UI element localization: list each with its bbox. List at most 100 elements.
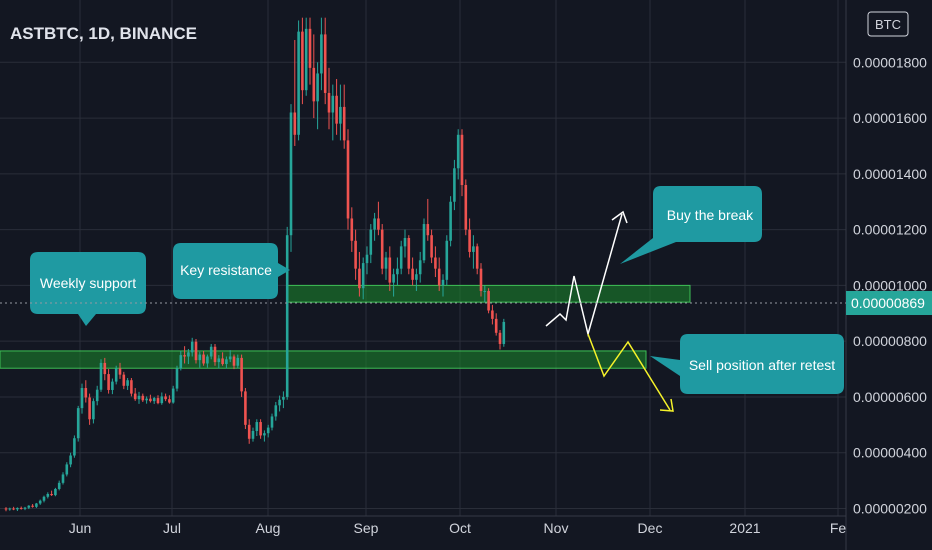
candle-body — [228, 356, 232, 360]
candle — [415, 268, 418, 291]
sell-retest-callout[interactable]: Sell position after retest — [650, 334, 844, 394]
candle — [365, 246, 369, 275]
candle — [361, 257, 365, 300]
candle — [403, 229, 407, 258]
candle-body — [434, 257, 437, 269]
y-tick-label: 0.00001200 — [853, 222, 927, 238]
candle — [259, 419, 262, 439]
candle — [251, 427, 255, 442]
candle-body — [247, 424, 251, 439]
candle-body — [114, 368, 118, 382]
candle — [373, 212, 376, 241]
currency-badge-label: BTC — [875, 17, 901, 32]
price-axis[interactable]: 0.00000200 0.00000400 0.00000600 0.00000800… — [853, 54, 927, 516]
candle — [472, 235, 475, 269]
candle — [114, 365, 118, 385]
candle-body — [418, 260, 422, 275]
candle — [46, 492, 50, 499]
bullish-arrowhead — [611, 210, 628, 224]
candle-body — [171, 388, 175, 403]
candle — [126, 377, 129, 390]
weekly-support-callout[interactable]: Weekly support — [30, 252, 146, 326]
candle-body — [460, 134, 464, 186]
x-tick-label: 2021 — [729, 520, 760, 536]
time-axis[interactable]: Jun Jul Aug Sep Oct Nov Dec 2021 Fe — [69, 520, 847, 536]
candle — [122, 371, 126, 390]
last-price-value: 0.00000869 — [851, 295, 925, 311]
candle — [434, 246, 437, 278]
candle — [377, 201, 380, 236]
candle — [69, 452, 72, 468]
candle — [145, 396, 148, 404]
candle-body — [42, 496, 46, 501]
candle-body — [187, 352, 190, 357]
candle — [335, 79, 338, 135]
candle — [95, 385, 99, 406]
candle-body — [23, 507, 27, 509]
candle-body — [8, 508, 12, 510]
candle-body — [141, 395, 145, 401]
candle-body — [472, 246, 475, 252]
y-tick-label: 0.00000800 — [853, 333, 927, 349]
candle — [156, 395, 160, 405]
candle — [456, 129, 460, 180]
candle — [54, 487, 57, 497]
candle-body — [323, 34, 327, 93]
currency-badge[interactable]: BTC — [867, 11, 909, 37]
candle — [225, 356, 228, 369]
candle — [232, 354, 236, 370]
y-tick-label: 0.00001800 — [853, 54, 927, 70]
candle — [228, 350, 232, 363]
candle — [42, 495, 46, 503]
candle — [194, 338, 198, 364]
candle-body — [377, 218, 380, 230]
candle-body — [213, 346, 217, 363]
candle-body — [453, 168, 456, 202]
candle-body — [278, 399, 281, 406]
candle-body — [4, 508, 8, 510]
candle — [426, 198, 430, 241]
candle-body — [103, 362, 107, 375]
candle — [175, 365, 179, 392]
candle — [304, 17, 308, 96]
candle-body — [183, 355, 186, 357]
candle — [88, 393, 91, 425]
last-price-tag: 0.00000869 — [846, 291, 932, 315]
x-tick-label: Jul — [163, 520, 181, 536]
candle-body — [57, 482, 61, 489]
candle — [316, 62, 319, 130]
candle — [179, 350, 183, 371]
candle — [388, 246, 392, 291]
sell-retest-callout-text: Sell position after retest — [689, 357, 835, 373]
candle-body — [80, 388, 84, 409]
candle — [247, 419, 251, 444]
candle-body — [346, 140, 350, 219]
candle — [354, 229, 357, 280]
candle — [453, 159, 456, 211]
candle-body — [118, 368, 122, 375]
candle-body — [335, 95, 338, 124]
key-resistance-callout[interactable]: Key resistance — [173, 243, 290, 299]
candle-body — [137, 395, 141, 400]
candle — [418, 251, 422, 283]
candle-body — [251, 430, 255, 439]
candle — [57, 480, 61, 491]
candle — [164, 393, 167, 402]
candle — [320, 17, 323, 91]
candle — [12, 506, 15, 511]
y-tick-label: 0.00001400 — [853, 166, 927, 182]
candle — [236, 354, 240, 369]
candle — [107, 369, 110, 394]
candle-body — [236, 357, 240, 366]
candle-body — [285, 235, 289, 397]
candle — [297, 20, 300, 141]
candle-body — [27, 505, 31, 508]
candle — [308, 17, 312, 85]
y-tick-label: 0.00000600 — [853, 389, 927, 405]
candle-body — [415, 274, 418, 280]
candle-body — [50, 493, 53, 496]
candle — [392, 268, 395, 297]
candle — [76, 405, 80, 442]
buy-break-callout[interactable]: Buy the break — [620, 186, 762, 264]
